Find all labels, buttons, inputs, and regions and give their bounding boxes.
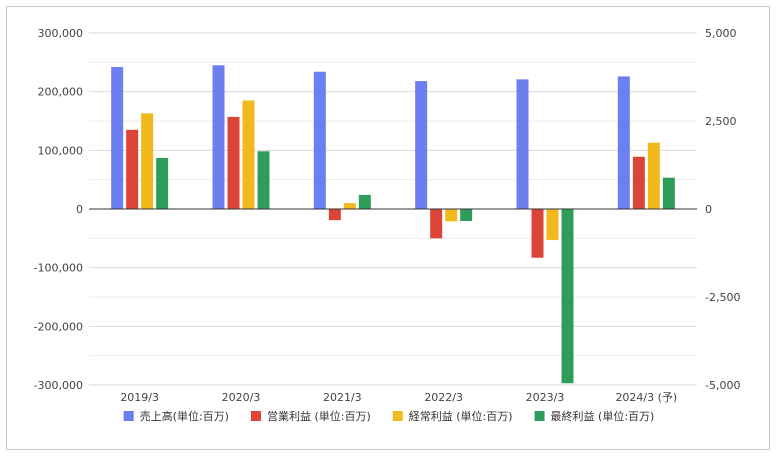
- legend-swatch: [123, 411, 134, 421]
- left-tick-label: 100,000: [38, 144, 84, 157]
- category-label: 2024/3 (予): [615, 391, 677, 404]
- bar: [313, 71, 326, 209]
- bar: [358, 194, 371, 209]
- right-tick-label: 5,000: [705, 27, 737, 40]
- category-labels: 2019/3 2020/3 2021/3 2022/3 2023/3 2024/3 (予): [120, 391, 677, 404]
- legend-item[interactable]: 最終利益 (単位:百万): [534, 409, 655, 423]
- bar: [156, 157, 169, 209]
- bar: [126, 129, 139, 209]
- category-label: 2019/3: [120, 391, 159, 404]
- category-label: 2021/3: [323, 391, 362, 404]
- left-tick-label: 300,000: [38, 27, 84, 40]
- bar: [415, 81, 428, 209]
- right-tick-label: -2,500: [705, 291, 740, 304]
- bar: [662, 177, 675, 209]
- bar: [632, 156, 645, 209]
- legend-label: 営業利益 (単位:百万): [267, 409, 371, 423]
- legend-swatch: [392, 411, 403, 421]
- left-tick-label: -300,000: [34, 379, 83, 392]
- bar: [343, 203, 356, 209]
- legend-swatch: [534, 411, 545, 421]
- right-tick-label: 0: [705, 203, 712, 216]
- bar: [212, 65, 225, 210]
- left-axis-ticks: 300,000 200,000 100,000 0 -100,000 -200,000 -3…: [34, 27, 83, 392]
- bar: [460, 209, 473, 221]
- left-tick-label: 0: [76, 203, 83, 216]
- legend-label: 最終利益 (単位:百万): [551, 409, 655, 423]
- bars: [111, 65, 675, 384]
- bar: [242, 100, 255, 209]
- bar: [141, 113, 154, 209]
- bar: [111, 67, 124, 209]
- bar: [328, 209, 341, 221]
- left-tick-label: -100,000: [34, 262, 83, 275]
- bar: [516, 79, 529, 209]
- left-tick-label: -200,000: [34, 320, 83, 333]
- category-label: 2023/3: [526, 391, 565, 404]
- legend-label: 経常利益 (単位:百万): [409, 409, 513, 423]
- bar: [445, 209, 458, 222]
- bar: [647, 142, 660, 209]
- category-label: 2020/3: [222, 391, 261, 404]
- legend-swatch: [250, 411, 261, 421]
- right-tick-label: -5,000: [705, 379, 740, 392]
- left-tick-label: 200,000: [38, 86, 84, 99]
- bar: [617, 76, 630, 209]
- right-axis-ticks: 5,000 2,500 0 -2,500 -5,000: [705, 27, 740, 392]
- legend-item[interactable]: 売上高(単位:百万): [123, 409, 229, 423]
- chart-frame: [6, 6, 770, 450]
- bar: [561, 209, 574, 384]
- bar: [227, 116, 240, 209]
- legend-label: 売上高(単位:百万): [140, 409, 229, 423]
- bar: [430, 209, 443, 239]
- bar: [531, 209, 544, 258]
- right-tick-label: 2,500: [705, 115, 737, 128]
- legend[interactable]: 売上高(単位:百万) 営業利益 (単位:百万) 経常利益 (単位:百万) 最終利益 (…: [123, 409, 655, 423]
- legend-item[interactable]: 経常利益 (単位:百万): [392, 409, 513, 423]
- bar: [546, 209, 559, 241]
- bar: [257, 151, 270, 209]
- category-label: 2022/3: [424, 391, 463, 404]
- legend-item[interactable]: 営業利益 (単位:百万): [250, 409, 371, 423]
